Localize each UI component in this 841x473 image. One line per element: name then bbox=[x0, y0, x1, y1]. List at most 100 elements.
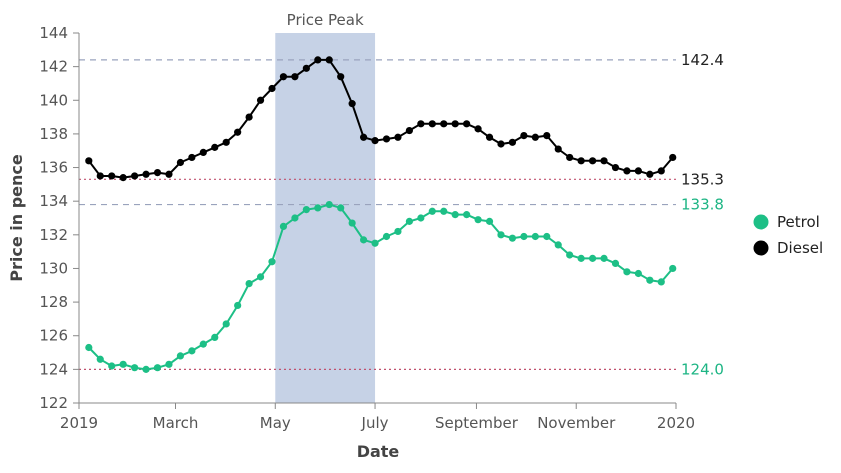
petrol-point bbox=[417, 214, 425, 222]
diesel-point bbox=[279, 73, 288, 81]
diesel-point bbox=[142, 170, 150, 178]
diesel-point bbox=[394, 133, 402, 141]
y-tick-label: 144 bbox=[39, 24, 68, 42]
petrol-point bbox=[531, 232, 539, 241]
y-tick-label: 124 bbox=[39, 360, 68, 378]
petrol-point bbox=[314, 204, 322, 212]
legend-label-diesel: Diesel bbox=[777, 239, 823, 257]
diesel-point bbox=[222, 138, 230, 146]
petrol-point bbox=[497, 231, 505, 239]
petrol-point bbox=[566, 251, 574, 259]
y-tick-label: 142 bbox=[39, 58, 68, 76]
petrol-point bbox=[234, 301, 242, 310]
diesel-point bbox=[554, 145, 562, 153]
diesel-point bbox=[245, 113, 253, 121]
diesel-point bbox=[531, 133, 539, 141]
petrol-point bbox=[325, 200, 333, 209]
petrol-line bbox=[88, 203, 674, 371]
petrol-point bbox=[657, 278, 665, 286]
petrol-point bbox=[440, 207, 448, 215]
petrol-point bbox=[554, 241, 562, 249]
petrol-point bbox=[382, 232, 391, 241]
petrol-point bbox=[669, 264, 677, 273]
petrol-point bbox=[279, 222, 288, 231]
diesel-point bbox=[153, 168, 162, 177]
petrol-point bbox=[85, 343, 93, 352]
petrol-point bbox=[623, 268, 631, 276]
petrol-point bbox=[588, 254, 597, 262]
petrol-point bbox=[165, 360, 173, 368]
petrol-point bbox=[142, 365, 150, 373]
petrol-point bbox=[188, 347, 196, 355]
diesel-point bbox=[85, 157, 93, 165]
diesel-point bbox=[520, 131, 528, 140]
diesel-point bbox=[234, 128, 242, 136]
petrol-point bbox=[394, 227, 402, 236]
petrol-point bbox=[348, 219, 356, 227]
petrol-point bbox=[577, 254, 585, 262]
petrol-point bbox=[359, 236, 368, 244]
petrol-point bbox=[634, 269, 642, 278]
diesel-point bbox=[211, 143, 219, 151]
petrol-point bbox=[222, 320, 230, 328]
y-axis: 122 124 126 128 130 132 134 136 138 140 142 144 bbox=[39, 24, 80, 412]
diesel-point bbox=[543, 131, 551, 140]
diesel-point bbox=[108, 172, 116, 180]
petrol-point bbox=[131, 364, 139, 372]
petrol-point bbox=[600, 254, 608, 262]
petrol-point bbox=[302, 205, 310, 214]
diesel-point bbox=[96, 172, 104, 180]
legend: Petrol Diesel bbox=[753, 213, 823, 257]
diesel-point bbox=[623, 167, 631, 175]
diesel-point bbox=[451, 120, 459, 128]
petrol-point bbox=[543, 232, 551, 241]
x-tick-label: May bbox=[260, 414, 291, 432]
diesel-point bbox=[440, 120, 448, 128]
diesel-point bbox=[577, 157, 585, 165]
petrol-point bbox=[463, 211, 471, 219]
legend-label-petrol: Petrol bbox=[777, 213, 820, 231]
y-tick-label: 132 bbox=[39, 226, 68, 244]
diesel-point bbox=[474, 125, 482, 133]
diesel-point bbox=[314, 56, 322, 64]
petrol-point bbox=[371, 239, 379, 247]
petrol-point bbox=[119, 360, 127, 368]
diesel-point bbox=[485, 133, 494, 141]
petrol-point bbox=[611, 259, 620, 268]
diesel-point bbox=[417, 120, 425, 128]
diesel-point bbox=[359, 133, 368, 141]
diesel-point bbox=[256, 96, 265, 104]
diesel-point bbox=[611, 163, 620, 172]
petrol-point bbox=[508, 234, 517, 242]
petrol-point bbox=[291, 214, 299, 222]
y-tick-label: 136 bbox=[39, 159, 68, 177]
x-tick-label: 2019 bbox=[60, 414, 98, 432]
x-tick-label: November bbox=[537, 414, 616, 432]
petrol-point bbox=[451, 211, 459, 219]
petrol-point bbox=[96, 355, 104, 363]
x-tick-label: September bbox=[435, 414, 519, 432]
legend-marker-diesel bbox=[753, 240, 769, 256]
petrol-point bbox=[199, 340, 207, 348]
diesel-point bbox=[268, 84, 276, 93]
diesel-point bbox=[325, 56, 333, 64]
diesel-point bbox=[176, 158, 185, 167]
diesel-line bbox=[88, 58, 674, 179]
petrol-point bbox=[153, 364, 162, 372]
diesel-point bbox=[165, 170, 173, 178]
price-peak-label: Price Peak bbox=[287, 11, 364, 29]
reference-label-0: 142.4 bbox=[681, 51, 724, 69]
x-axis-title: Date bbox=[357, 442, 400, 461]
x-tick-label: 2020 bbox=[657, 414, 695, 432]
y-tick-label: 128 bbox=[39, 293, 68, 311]
diesel-point bbox=[669, 153, 677, 162]
petrol-point bbox=[405, 217, 413, 225]
price-peak-band bbox=[275, 33, 376, 403]
petrol-point bbox=[520, 232, 528, 241]
reference-label-1: 135.3 bbox=[681, 170, 724, 188]
series-layer bbox=[85, 56, 677, 373]
y-tick-label: 130 bbox=[39, 259, 68, 277]
diesel-point bbox=[646, 170, 654, 178]
diesel-point bbox=[131, 172, 139, 180]
